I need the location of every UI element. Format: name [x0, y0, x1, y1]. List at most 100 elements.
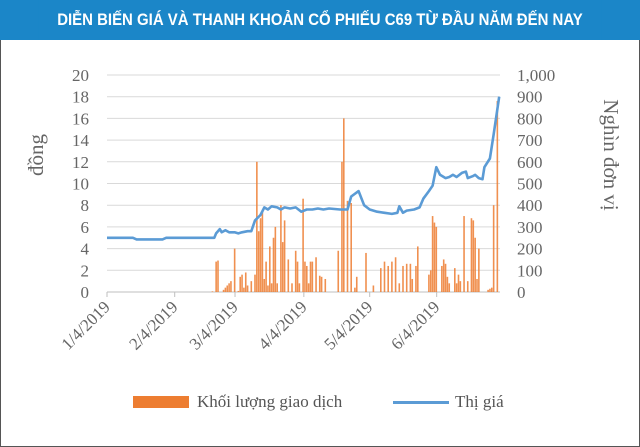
- volume-bar: [391, 261, 393, 292]
- y-left-tick-label: 8: [81, 196, 90, 215]
- legend-item-price: Thị giá: [393, 392, 504, 412]
- y-left-tick-label: 12: [72, 153, 89, 172]
- volume-bar: [226, 285, 229, 292]
- volume-bar: [454, 268, 456, 292]
- volume-bar: [354, 287, 356, 292]
- volume-bar: [409, 263, 412, 292]
- volume-bar: [269, 246, 271, 292]
- volume-bars: [211, 101, 499, 293]
- volume-bar: [455, 283, 458, 292]
- volume-bar: [250, 281, 253, 292]
- volume-bar: [346, 200, 349, 292]
- volume-bar: [489, 288, 491, 292]
- y-left-tick-label: 20: [72, 66, 89, 85]
- y-left-tick-label: 14: [72, 131, 90, 150]
- volume-bar: [244, 272, 247, 292]
- volume-bar: [417, 246, 419, 292]
- y-axis-right-title: Nghìn đơn vị: [599, 99, 623, 211]
- volume-bar: [402, 265, 404, 292]
- x-tick-label: 4/4/2019: [254, 297, 310, 353]
- volume-bar: [215, 261, 217, 292]
- volume-bar: [265, 261, 267, 292]
- volume-bar: [476, 278, 478, 292]
- volume-bar: [387, 265, 389, 292]
- volume-bar: [457, 274, 460, 292]
- volume-bar: [274, 226, 277, 292]
- volume-bar: [287, 259, 290, 292]
- y-left-tick-label: 4: [81, 240, 90, 259]
- y-right-tick-label: 0: [517, 283, 526, 302]
- volume-bar: [224, 287, 227, 292]
- volume-bar: [496, 101, 499, 292]
- legend: Khối lượng giao dịch Thị giá: [0, 392, 640, 422]
- volume-bar: [372, 285, 375, 292]
- volume-bar: [276, 283, 278, 292]
- volume-bar: [294, 250, 297, 292]
- volume-bar: [257, 231, 260, 292]
- volume-bar: [267, 285, 269, 292]
- legend-item-volume: Khối lượng giao dịch: [133, 392, 342, 412]
- legend-label-volume: Khối lượng giao dịch: [197, 392, 343, 411]
- volume-bar: [233, 248, 236, 292]
- volume-bar: [320, 276, 323, 292]
- volume-bar: [263, 278, 266, 292]
- y-left-tick-label: 0: [81, 283, 90, 302]
- volume-bar: [463, 216, 465, 292]
- y-right-tick-label: 400: [517, 196, 543, 215]
- y-left-tick-label: 6: [81, 218, 90, 237]
- volume-bar: [241, 274, 243, 292]
- volume-bar: [459, 281, 462, 292]
- y-right-tick-label: 200: [517, 240, 543, 259]
- volume-bar: [318, 275, 321, 292]
- y-left-tick-label: 2: [81, 261, 90, 280]
- volume-bar: [446, 276, 449, 292]
- volume-bar: [228, 283, 230, 292]
- x-tick-label: 3/4/2019: [186, 297, 242, 353]
- volume-bar: [398, 283, 401, 292]
- volume-bar: [237, 290, 240, 292]
- y-axis-right: 0 100 200 300 400 500 600 700 800 900 1,000: [517, 66, 555, 302]
- y-right-tick-label: 1,000: [517, 66, 555, 85]
- volume-bar: [291, 283, 293, 292]
- volume-bar: [350, 203, 352, 292]
- volume-bar: [365, 252, 367, 292]
- volume-bar: [435, 226, 438, 292]
- volume-bar: [306, 265, 308, 292]
- volume-bar: [472, 220, 475, 292]
- volume-bar: [343, 118, 345, 293]
- volume-bar: [337, 250, 340, 292]
- volume-bar: [341, 161, 343, 292]
- volume-bar: [217, 260, 219, 292]
- volume-bar: [474, 237, 476, 292]
- volume-bar: [470, 218, 473, 292]
- volume-bar: [256, 161, 258, 292]
- volume-bar: [492, 205, 495, 292]
- volume-bar: [309, 261, 312, 292]
- x-tick-label: 5/4/2019: [320, 297, 376, 353]
- y-left-tick-label: 10: [72, 175, 89, 194]
- y-left-tick-label: 18: [72, 88, 89, 107]
- volume-bar: [259, 218, 262, 292]
- volume-bar: [383, 261, 386, 292]
- volume-bar: [394, 257, 397, 292]
- y-right-tick-label: 600: [517, 153, 543, 172]
- volume-bar: [415, 265, 417, 292]
- volume-bar: [428, 274, 430, 292]
- volume-bar: [478, 248, 480, 292]
- volume-bar: [429, 270, 432, 292]
- price-polyline: [107, 96, 501, 241]
- volume-bar: [222, 289, 225, 292]
- volume-bar: [211, 291, 214, 292]
- volume-bar: [311, 261, 314, 292]
- volume-bar: [270, 283, 273, 292]
- x-tick-label: 6/4/2019: [387, 297, 443, 353]
- y-right-tick-label: 300: [517, 218, 543, 237]
- volume-bar: [298, 283, 301, 292]
- volume-bar: [281, 242, 284, 292]
- volume-bar: [411, 278, 414, 292]
- volume-bar: [466, 281, 469, 292]
- volume-swatch-icon: [133, 396, 189, 408]
- y-right-tick-label: 800: [517, 109, 543, 128]
- volume-bar: [431, 216, 434, 292]
- volume-bar: [239, 276, 241, 292]
